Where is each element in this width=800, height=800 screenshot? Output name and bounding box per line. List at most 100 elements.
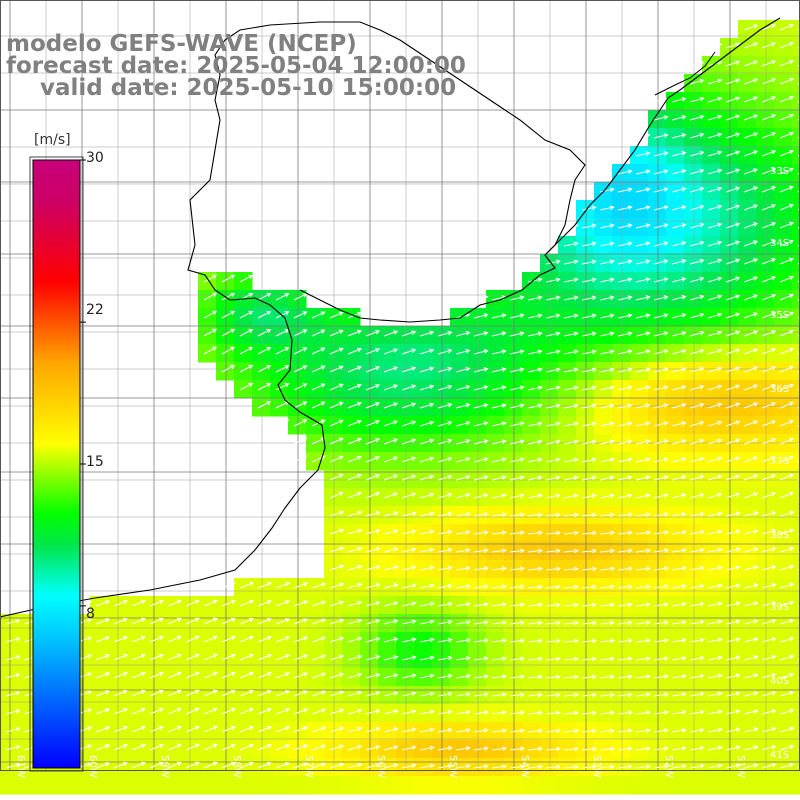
wind-arrow <box>509 584 525 590</box>
wind-arrow <box>617 403 633 409</box>
wind-arrow <box>761 114 777 121</box>
wind-arrow <box>581 349 597 355</box>
wind-speed-cell <box>342 326 361 345</box>
wind-arrow <box>275 401 290 409</box>
wind-arrow <box>293 744 309 751</box>
wind-arrow <box>743 168 759 175</box>
wind-speed-cell <box>126 704 145 723</box>
wind-arrow <box>689 637 705 643</box>
wind-arrow <box>671 277 687 283</box>
wind-arrow <box>383 456 399 463</box>
wind-arrow <box>401 420 417 427</box>
wind-arrow <box>383 474 399 481</box>
wind-arrow <box>671 367 687 373</box>
wind-arrow <box>383 655 399 661</box>
wind-arrow <box>653 367 669 373</box>
wind-arrow <box>329 401 344 409</box>
wind-arrow <box>455 619 471 625</box>
wind-arrow <box>221 346 236 355</box>
wind-arrow <box>365 744 381 751</box>
wind-arrow <box>419 637 435 643</box>
wind-arrow <box>401 637 417 643</box>
wind-arrow <box>239 364 254 373</box>
wind-arrow <box>725 619 741 625</box>
wind-arrow <box>383 366 399 373</box>
wind-arrow <box>113 725 129 733</box>
wind-arrow <box>725 763 741 769</box>
wind-arrow <box>455 745 471 751</box>
wind-arrow <box>347 636 363 643</box>
wind-arrow <box>779 23 794 31</box>
wind-arrow <box>743 150 759 157</box>
lon-label: 61W <box>15 755 26 778</box>
wind-arrow <box>779 203 794 211</box>
wind-arrow <box>293 600 309 607</box>
wind-arrow <box>725 312 741 319</box>
wind-arrow <box>581 710 597 716</box>
wind-speed-cell <box>198 632 217 651</box>
wind-arrow <box>545 548 561 554</box>
wind-speed-cell <box>792 470 800 489</box>
wind-arrow <box>707 330 723 337</box>
wind-arrow <box>581 746 597 752</box>
wind-arrow <box>635 367 651 373</box>
wind-arrow <box>707 42 723 49</box>
wind-speed-cell <box>234 326 253 345</box>
wind-arrow <box>419 420 435 427</box>
wind-arrow <box>293 419 308 427</box>
wind-arrow <box>617 295 633 301</box>
wind-arrow <box>383 348 399 355</box>
wind-arrow <box>383 601 399 607</box>
wind-arrow <box>527 313 543 319</box>
wind-arrow <box>617 620 633 626</box>
wind-speed-cell <box>288 380 307 399</box>
wind-arrow <box>671 205 687 211</box>
wind-speed-cell <box>792 290 800 309</box>
wind-arrow <box>671 241 687 247</box>
wind-arrow <box>707 312 723 319</box>
wind-arrow <box>779 149 794 157</box>
wind-arrow <box>311 347 326 355</box>
wind-arrow <box>707 204 723 211</box>
wind-arrow <box>329 347 344 355</box>
wind-arrow <box>689 312 705 319</box>
wind-arrow <box>599 674 615 680</box>
wind-arrow <box>527 530 543 536</box>
wind-arrow <box>257 635 272 643</box>
wind-arrow <box>581 493 597 499</box>
wind-arrow <box>455 529 471 535</box>
wind-arrow <box>293 293 308 301</box>
wind-arrow <box>761 456 777 463</box>
coastline-main <box>0 21 586 618</box>
wind-arrow <box>401 619 417 625</box>
wind-arrow <box>509 421 525 427</box>
wind-arrow <box>329 744 345 751</box>
wind-speed-cell <box>216 758 235 777</box>
wind-arrow <box>149 689 164 697</box>
wind-arrow <box>527 728 543 734</box>
wind-arrow <box>221 725 236 733</box>
wind-arrow <box>725 511 741 517</box>
wind-arrow <box>707 565 723 571</box>
wind-arrow <box>707 637 723 643</box>
wind-arrow <box>509 602 525 608</box>
wind-arrow <box>329 546 345 553</box>
wind-speed-cell <box>234 650 253 669</box>
wind-arrow <box>671 764 687 769</box>
wind-arrow <box>599 728 615 734</box>
wind-speed-cell <box>216 614 235 633</box>
wind-arrow <box>221 653 236 661</box>
wind-arrow <box>419 330 435 337</box>
wind-arrow <box>329 528 345 535</box>
wind-arrow <box>779 618 795 625</box>
wind-arrow <box>473 295 489 301</box>
wind-speed-cell <box>774 38 793 57</box>
wind-arrow <box>563 566 579 572</box>
wind-arrow <box>257 761 272 769</box>
wind-arrow <box>203 761 218 769</box>
wind-arrow <box>293 311 308 319</box>
wind-arrow <box>419 384 435 391</box>
wind-arrow <box>293 401 308 409</box>
